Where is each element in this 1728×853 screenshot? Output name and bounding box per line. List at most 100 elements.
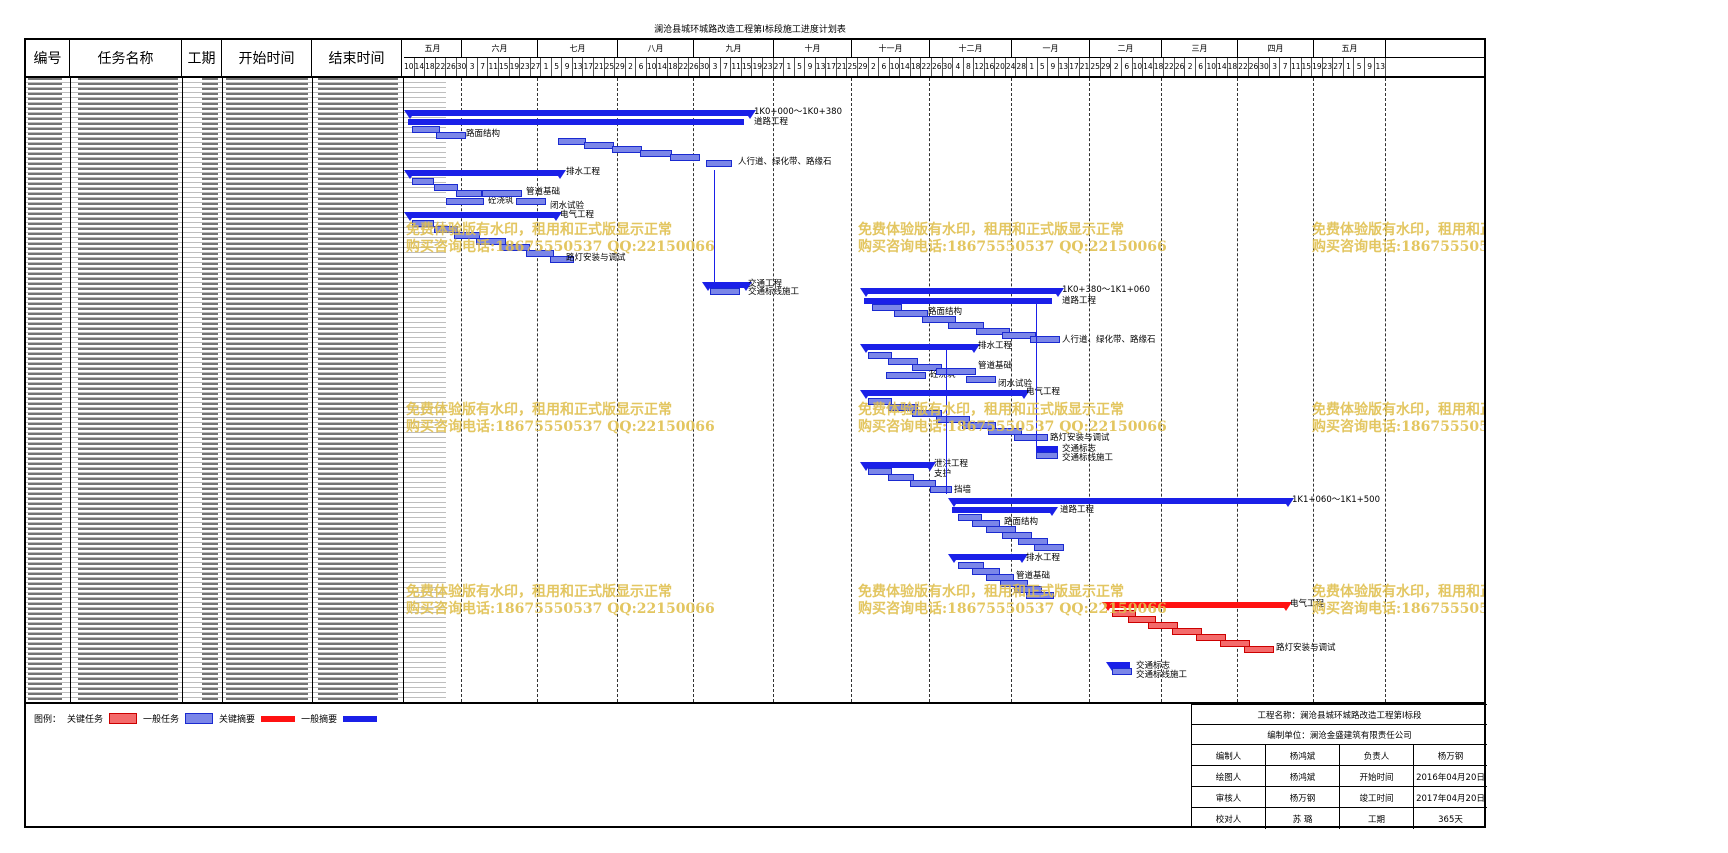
task-bar[interactable]	[1030, 336, 1060, 343]
legend-crit-task-label: 关键任务	[67, 715, 104, 725]
task-bar[interactable]	[868, 398, 892, 405]
task-bar[interactable]	[500, 244, 530, 251]
task-bar[interactable]	[550, 256, 574, 263]
task-bar[interactable]	[966, 376, 996, 383]
task-bar[interactable]	[558, 138, 586, 145]
task-bar[interactable]	[910, 480, 936, 487]
task-bar[interactable]	[612, 146, 642, 153]
bar-label: 路灯安装与调试	[1050, 433, 1110, 443]
critical-task-bar[interactable]	[1196, 634, 1226, 641]
task-bar[interactable]	[986, 526, 1016, 533]
timeline-day: 17	[1069, 58, 1080, 76]
critical-task-bar[interactable]	[1244, 646, 1274, 653]
task-bar[interactable]	[710, 288, 740, 295]
bar-label: 闭水试验	[998, 379, 1033, 389]
task-bar[interactable]	[526, 250, 554, 257]
summary-cap	[1106, 662, 1118, 671]
task-bar[interactable]	[1014, 434, 1048, 441]
task-bar[interactable]	[936, 416, 970, 423]
task-bar[interactable]	[868, 352, 892, 359]
task-bar[interactable]	[958, 562, 984, 569]
task-bar[interactable]	[1018, 538, 1048, 545]
watermark-line2: 购买咨询电话:18675550537 QQ:22150066	[406, 239, 715, 255]
summary-bar[interactable]	[952, 507, 1052, 513]
summary-bar[interactable]	[864, 462, 930, 468]
summary-bar[interactable]	[864, 298, 1052, 304]
header-start[interactable]: 开始时间	[222, 40, 312, 76]
task-bar[interactable]	[888, 358, 918, 365]
summary-bar[interactable]	[408, 170, 560, 176]
info-cell: 校对人	[1192, 808, 1266, 829]
task-bar[interactable]	[1002, 332, 1036, 339]
task-bar[interactable]	[482, 190, 522, 197]
timeline-month: 一月	[1012, 40, 1090, 57]
critical-task-bar[interactable]	[1172, 628, 1202, 635]
task-bar[interactable]	[670, 154, 700, 161]
task-bar[interactable]	[976, 328, 1010, 335]
critical-task-bar[interactable]	[1128, 616, 1156, 623]
task-bar[interactable]	[706, 160, 732, 167]
task-bar[interactable]	[1034, 544, 1064, 551]
task-bar[interactable]	[446, 198, 484, 205]
summary-bar[interactable]	[952, 554, 1022, 560]
timeline-day: 15	[499, 58, 510, 76]
header-end[interactable]: 结束时间	[312, 40, 402, 76]
task-bar[interactable]	[868, 468, 892, 475]
summary-bar[interactable]	[864, 390, 1024, 396]
task-bar[interactable]	[1002, 532, 1032, 539]
task-bar[interactable]	[894, 310, 928, 317]
task-bar[interactable]	[434, 226, 458, 233]
task-bar[interactable]	[516, 198, 546, 205]
summary-bar[interactable]	[864, 344, 974, 350]
task-bar[interactable]	[584, 142, 614, 149]
task-bar[interactable]	[412, 220, 434, 227]
summary-bar[interactable]	[408, 110, 750, 116]
task-bar[interactable]	[1026, 592, 1054, 599]
task-bar[interactable]	[476, 238, 506, 245]
critical-task-bar[interactable]	[1148, 622, 1178, 629]
task-bar[interactable]	[912, 364, 942, 371]
critical-task-bar[interactable]	[1112, 610, 1136, 617]
task-bar[interactable]	[922, 316, 956, 323]
summary-bar[interactable]	[952, 498, 1288, 504]
task-bar[interactable]	[886, 372, 926, 379]
bar-label: 1K0+380～1K1+060	[1062, 285, 1150, 295]
task-bar[interactable]	[888, 474, 914, 481]
task-bar[interactable]	[436, 132, 466, 139]
header-id[interactable]: 编号	[26, 40, 70, 76]
timeline-month: 十一月	[852, 40, 930, 57]
summary-bar[interactable]	[1110, 662, 1130, 668]
task-bar[interactable]	[1036, 452, 1058, 459]
header-task-name[interactable]: 任务名称	[70, 40, 182, 76]
task-bar[interactable]	[434, 184, 458, 191]
timeline-day: 13	[573, 58, 584, 76]
header-duration[interactable]: 工期	[182, 40, 222, 76]
task-bar[interactable]	[412, 178, 434, 185]
task-bar[interactable]	[930, 486, 952, 493]
task-bar[interactable]	[888, 404, 918, 411]
task-bar[interactable]	[962, 422, 996, 429]
task-bar[interactable]	[640, 150, 672, 157]
task-bar[interactable]	[456, 190, 482, 197]
bar-label: 1K1+060～1K1+500	[1292, 495, 1380, 505]
critical-task-bar[interactable]	[1220, 640, 1250, 647]
critical-summary-bar[interactable]	[1106, 602, 1286, 608]
task-bar[interactable]	[1112, 668, 1132, 675]
task-bar[interactable]	[958, 514, 982, 521]
summary-bar[interactable]	[864, 288, 1058, 294]
task-bar[interactable]	[948, 322, 984, 329]
task-bar[interactable]	[912, 410, 942, 417]
summary-bar[interactable]	[408, 119, 744, 125]
col-sep	[222, 78, 223, 702]
task-bar[interactable]	[412, 126, 440, 133]
timeline-day: 30	[457, 58, 468, 76]
task-bar[interactable]	[454, 232, 480, 239]
task-bar[interactable]	[988, 428, 1022, 435]
task-bar[interactable]	[936, 368, 976, 375]
summary-bar[interactable]	[706, 282, 746, 288]
task-bar[interactable]	[872, 304, 902, 311]
summary-bar[interactable]	[408, 212, 556, 218]
summary-bar[interactable]	[1036, 446, 1058, 452]
timeline-day: 2	[626, 58, 637, 76]
